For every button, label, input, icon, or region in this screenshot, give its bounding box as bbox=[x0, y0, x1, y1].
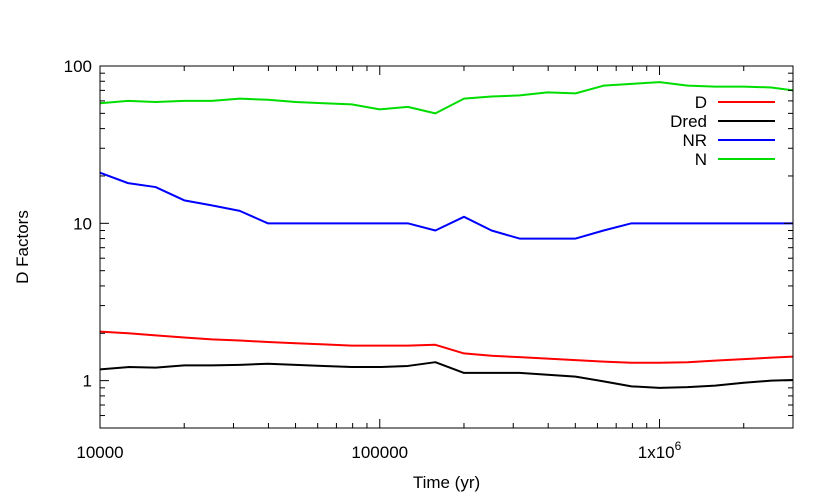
axis-tick-labels: 10000 100000 1x106 1 10 100 bbox=[64, 57, 682, 462]
series-line-d bbox=[99, 330, 794, 364]
legend-label-dred: Dred bbox=[670, 112, 707, 131]
y-tick-label: 1 bbox=[83, 372, 92, 391]
axis-ticks bbox=[99, 65, 794, 429]
legend-label-n: N bbox=[695, 150, 707, 169]
x-tick-label: 1x106 bbox=[638, 439, 682, 462]
y-tick-label: 100 bbox=[64, 57, 92, 76]
plot-lines bbox=[99, 81, 794, 389]
series-line-n bbox=[99, 81, 794, 115]
x-tick-label: 10000 bbox=[76, 443, 123, 462]
legend-label-nr: NR bbox=[682, 131, 707, 150]
x-axis-title: Time (yr) bbox=[413, 473, 480, 492]
plot-frame bbox=[99, 65, 794, 429]
y-tick-label: 10 bbox=[73, 214, 92, 233]
y-axis-title: D Factors bbox=[13, 210, 32, 284]
series-line-dred bbox=[99, 361, 794, 389]
series-line-nr bbox=[99, 171, 793, 240]
legend-label-d: D bbox=[695, 93, 707, 112]
x-tick-label: 100000 bbox=[351, 443, 408, 462]
